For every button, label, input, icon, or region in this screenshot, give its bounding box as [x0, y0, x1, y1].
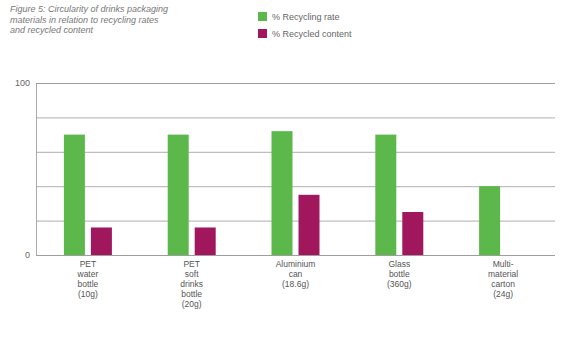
- bar: [168, 135, 189, 255]
- x-tick-label-line: material: [488, 269, 518, 279]
- y-tick: [36, 221, 555, 222]
- x-tick-label-line: bottle: [181, 289, 202, 299]
- title-line: Figure 5: Circularity of drinks packagin…: [10, 4, 168, 14]
- x-axis: PETwaterbottle(10g)PETsoftdrinksbottle(2…: [77, 259, 519, 309]
- y-tick-label: 100: [15, 78, 30, 88]
- x-tick-label-line: water: [77, 269, 99, 279]
- bar: [272, 131, 293, 255]
- x-tick-label-line: PET: [80, 259, 97, 269]
- legend-swatch: [258, 12, 267, 21]
- x-tick-label-line: (24g): [493, 289, 513, 299]
- grid-line: [36, 255, 555, 256]
- legend-label: % Recycled content: [272, 29, 352, 39]
- y-tick: [36, 186, 555, 187]
- x-tick-label-line: bottle: [78, 279, 99, 289]
- y-tick-label: 0: [25, 250, 30, 260]
- bar: [506, 255, 527, 256]
- bar: [479, 186, 500, 255]
- bars: [64, 131, 500, 255]
- title-line: materials in relation to recycling rates: [10, 15, 159, 25]
- grid-line: [36, 221, 555, 222]
- x-tick-label-line: Multi-: [493, 259, 514, 269]
- y-axis: 0 100: [15, 78, 555, 260]
- title-line: and recycled content: [10, 25, 94, 35]
- y-tick: 100: [15, 78, 555, 88]
- x-tick-label-line: (10g): [78, 289, 98, 299]
- x-tick-label-line: drinks: [180, 279, 203, 289]
- x-tick-label-line: bottle: [389, 269, 410, 279]
- title: Figure 5: Circularity of drinks packagin…: [10, 4, 168, 35]
- grid-line: [36, 186, 555, 187]
- grid-line: [36, 117, 555, 118]
- grid-line: [36, 83, 555, 84]
- x-tick-label-line: (360g): [387, 279, 412, 289]
- x-tick-label: Multi-materialcarton(24g): [488, 259, 518, 299]
- x-tick-label-line: can: [289, 269, 303, 279]
- x-tick-label-line: carton: [491, 279, 515, 289]
- x-tick-label-line: Glass: [388, 259, 410, 269]
- legend-swatch: [258, 29, 267, 38]
- x-tick-label: Aluminiumcan(18.6g): [276, 259, 316, 289]
- bar: [402, 212, 423, 255]
- x-tick-label: Glassbottle(360g): [387, 259, 412, 289]
- legend: % Recycling rate % Recycled content: [258, 12, 352, 39]
- plot: 0100PETwaterbottle(10g)PETsoftdrinksbott…: [15, 78, 555, 309]
- x-tick-label: PETsoftdrinksbottle(20g): [180, 259, 203, 309]
- x-tick-label-line: (18.6g): [282, 279, 309, 289]
- grid-line: [36, 152, 555, 153]
- bar: [91, 227, 112, 255]
- x-tick-label: PETwaterbottle(10g): [77, 259, 99, 299]
- bar: [375, 135, 396, 255]
- x-tick-label-line: soft: [185, 269, 199, 279]
- legend-label: % Recycling rate: [272, 12, 340, 22]
- y-tick: [36, 117, 555, 118]
- bar: [64, 135, 85, 255]
- y-tick: [36, 152, 555, 153]
- bar: [195, 227, 216, 255]
- x-tick-label-line: (20g): [182, 299, 202, 309]
- bar: [299, 195, 320, 255]
- chart: Figure 5: Circularity of drinks packagin…: [0, 0, 565, 339]
- x-tick-label-line: PET: [183, 259, 200, 269]
- x-tick-label-line: Aluminium: [276, 259, 316, 269]
- y-axis-line: [37, 84, 556, 256]
